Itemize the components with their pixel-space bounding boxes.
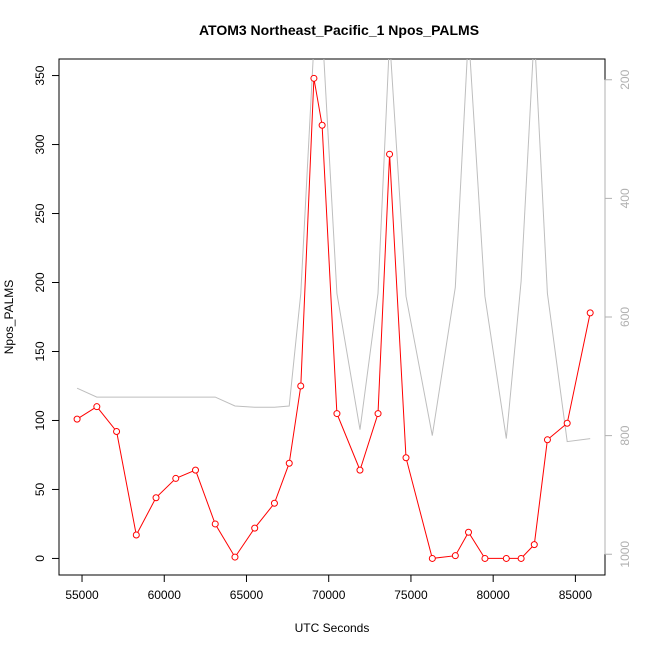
data-point <box>211 520 219 528</box>
data-point <box>451 552 459 560</box>
data-point <box>333 410 341 418</box>
data-point <box>465 528 472 536</box>
y2-axis: 200 400 600 800 1000 <box>604 69 632 568</box>
x-tick-label: 65000 <box>230 588 264 602</box>
x-axis-label: UTC Seconds <box>295 621 370 635</box>
data-point <box>270 499 278 507</box>
data-point <box>563 419 571 427</box>
chart-title: ATOM3 Northeast_Pacific_1 Npos_PALMS <box>199 22 479 38</box>
y2-tick-label: 1000 <box>618 541 632 568</box>
data-point <box>428 554 436 562</box>
data-point <box>285 459 293 467</box>
data-point <box>132 531 140 539</box>
data-point <box>318 121 326 129</box>
y-tick-label: 250 <box>33 203 47 223</box>
data-point <box>517 554 525 562</box>
y-tick-label: 350 <box>33 65 47 85</box>
y2-tick-label: 400 <box>618 188 632 208</box>
x-tick-label: 70000 <box>312 588 346 602</box>
data-point <box>251 524 259 532</box>
data-point <box>297 382 305 390</box>
y-tick-label: 0 <box>33 555 47 562</box>
data-point <box>172 474 180 482</box>
data-point <box>502 554 510 562</box>
x-tick-label: 55000 <box>65 588 99 602</box>
x-tick-label: 75000 <box>394 588 428 602</box>
data-point <box>374 410 382 418</box>
data-point <box>113 428 121 436</box>
y-tick-label: 50 <box>33 482 47 496</box>
x-tick-label: 80000 <box>476 588 510 602</box>
data-point <box>93 403 101 411</box>
data-point <box>386 150 394 158</box>
y2-tick-label: 800 <box>618 425 632 445</box>
data-point <box>530 541 538 549</box>
data-point <box>481 554 489 562</box>
series-group <box>76 59 591 559</box>
x-axis: 55000 60000 65000 70000 75000 80000 85000 <box>65 574 593 602</box>
data-point <box>152 494 160 502</box>
data-point <box>73 415 81 423</box>
data-point <box>586 309 594 317</box>
data-point <box>402 454 410 462</box>
y-tick-label: 300 <box>33 134 47 154</box>
primary-series-line <box>76 78 591 559</box>
y-axis: 0 50 100 150 200 250 300 350 <box>33 65 59 562</box>
y2-tick-label: 200 <box>618 69 632 89</box>
y2-tick-label: 600 <box>618 307 632 327</box>
data-point <box>192 466 199 474</box>
y-tick-label: 100 <box>33 410 47 430</box>
x-tick-label: 60000 <box>148 588 182 602</box>
secondary-series-line <box>76 59 591 443</box>
data-point <box>543 436 551 444</box>
y-tick-label: 150 <box>33 341 47 361</box>
x-tick-label: 85000 <box>559 588 593 602</box>
data-point <box>356 466 364 474</box>
data-point <box>231 553 239 561</box>
plot-area <box>73 59 594 562</box>
y-axis-label: Npos_PALMS <box>2 280 16 354</box>
y-tick-label: 200 <box>33 272 47 292</box>
data-point <box>310 74 318 82</box>
